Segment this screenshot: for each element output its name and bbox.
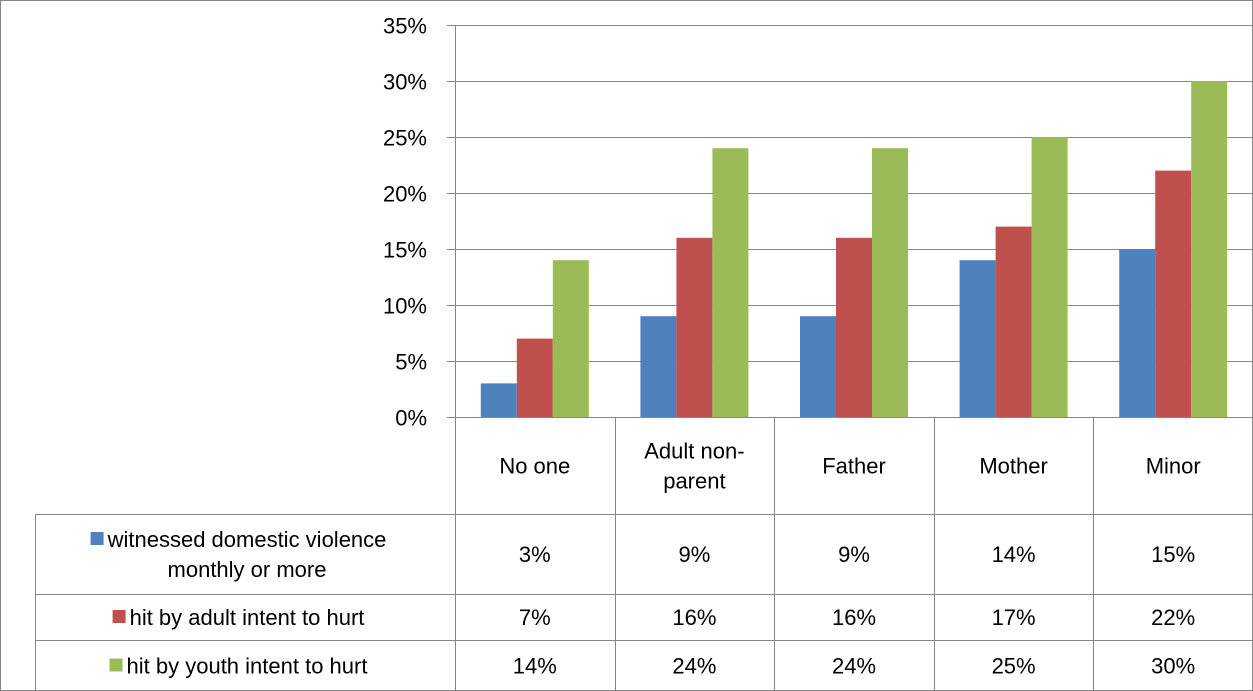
bar: [836, 238, 872, 417]
bar: [1191, 81, 1227, 417]
category-label: No one: [499, 454, 570, 479]
category-label: Father: [822, 454, 886, 479]
bar: [1119, 249, 1155, 417]
bar: [553, 260, 589, 417]
data-value-label: 7%: [519, 605, 551, 630]
data-value-label: 9%: [838, 542, 870, 567]
data-table: No one Adult non-parent Father Mother Minor w…: [35, 417, 1253, 691]
y-tick-label: 0%: [395, 406, 427, 431]
bar: [712, 148, 748, 417]
data-value-label: 14%: [513, 654, 557, 679]
data-value-label: 16%: [672, 605, 716, 630]
y-tick-label: 15%: [383, 238, 427, 263]
data-value-label: 22%: [1151, 605, 1195, 630]
bar: [960, 260, 996, 417]
data-value-label: 24%: [672, 654, 716, 679]
category-label: Minor: [1146, 454, 1201, 479]
data-value-label: 24%: [832, 654, 876, 679]
legend-entry: hit by adult intent to hurt: [130, 605, 365, 630]
data-value-label: 15%: [1151, 542, 1195, 567]
data-value-label: 25%: [992, 654, 1036, 679]
bar: [800, 316, 836, 417]
data-value-label: 16%: [832, 605, 876, 630]
y-tick-label: 20%: [383, 182, 427, 207]
data-value-label: 17%: [992, 605, 1036, 630]
y-tick-label: 25%: [383, 126, 427, 151]
data-value-label: 14%: [992, 542, 1036, 567]
y-tick-label: 30%: [383, 70, 427, 95]
category-label: Adult non-parent: [644, 439, 744, 494]
bar: [676, 238, 712, 417]
data-value-label: 9%: [679, 542, 711, 567]
legend-entry: witnessed domestic violence monthly or mo…: [107, 527, 387, 582]
y-tick-label: 10%: [383, 294, 427, 319]
bar: [872, 148, 908, 417]
legend-key: [110, 659, 123, 672]
bar: [640, 316, 676, 417]
bar: [1155, 171, 1191, 417]
bar: [996, 227, 1032, 417]
data-value-label: 3%: [519, 542, 551, 567]
y-axis: 0% 5% 10% 15% 20% 25% 30% 35%: [383, 14, 456, 431]
data-value-label: 30%: [1151, 654, 1195, 679]
legend-key: [91, 532, 104, 545]
y-tick-label: 35%: [383, 14, 427, 39]
y-tick-label: 5%: [395, 350, 427, 375]
bar: [517, 339, 553, 417]
category-label: Mother: [979, 454, 1047, 479]
bar: [481, 383, 517, 417]
bar: [1032, 137, 1068, 417]
legend-key: [113, 610, 126, 623]
legend-entry: hit by youth intent to hurt: [127, 654, 368, 679]
